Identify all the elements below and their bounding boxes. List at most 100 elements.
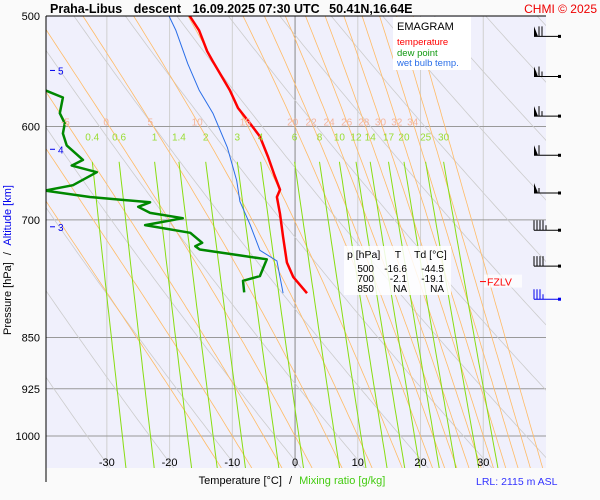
wind-barb-station-dot (558, 228, 561, 232)
mixing-ratio-line (403, 161, 457, 468)
mixing-ratio-label: 4 (258, 132, 264, 143)
mixing-ratio-line (205, 161, 246, 468)
table-cell: -16.6 (384, 264, 407, 275)
dry-adiabat-line (124, 16, 493, 468)
moist-adiabat-line (379, 16, 519, 468)
mixing-ratio-line (91, 161, 127, 468)
wind-barb-station-dot (558, 74, 561, 78)
legend-title: EMAGRAM (397, 21, 454, 33)
plot-background (46, 16, 546, 468)
mixing-ratio-label: 3 (235, 132, 241, 143)
mixing-ratio-line (369, 161, 421, 468)
table-row: 700 -2.1 -19.1 (357, 274, 444, 285)
values-table: p [hPa] T Td [°C] 500 -16.6 -44.5 700 -2… (344, 246, 451, 295)
moist-adiabat-label: 15 (240, 117, 252, 128)
dry-adiabat-line (382, 16, 546, 201)
y-axis-title-altitude: Altitude [km] (2, 185, 14, 246)
wind-barb-pennant (534, 182, 538, 193)
wind-barb-station-dot (558, 34, 561, 38)
dry-adiabat-line (46, 206, 238, 468)
x-axis-title-mixing-ratio: Mixing ratio [g/kg] (299, 475, 385, 487)
table-cell: -2.1 (390, 274, 408, 285)
wind-barb-pennant (534, 106, 538, 117)
table-cell: NA (430, 284, 444, 295)
wind-barb-station-dot (558, 153, 561, 157)
mixing-ratio-label: 10 (334, 132, 346, 143)
dew-point-profile (46, 89, 269, 293)
y-tick-label: 850 (22, 333, 40, 345)
freezing-level-marker: FZLV (480, 274, 522, 289)
mixing-ratio-label: 6 (292, 132, 298, 143)
moist-adiabat-label: 24 (324, 117, 336, 128)
mixing-ratio-line (118, 161, 155, 468)
moist-adiabat-label: 26 (341, 117, 353, 128)
mixing-ratio-label: 14 (365, 132, 377, 143)
moist-adiabat-line (82, 16, 343, 468)
altitude-tick-label: 5 (58, 66, 64, 77)
x-tick-label: -10 (224, 457, 240, 469)
altitude-tick-label: 3 (58, 223, 64, 234)
x-tick-label: -20 (162, 457, 178, 469)
mixing-ratio-label: 0.6 (112, 132, 126, 143)
mixing-ratio-line (443, 161, 499, 468)
y-tick-label: 700 (22, 215, 40, 227)
x-axis-title-separator: / (289, 475, 293, 487)
mixing-ratio-label: 0.4 (85, 132, 99, 143)
moist-adiabat-label: -5 (61, 117, 70, 128)
x-tick-label: 30 (477, 457, 489, 469)
legend-wet-bulb: wet bulb temp. (396, 58, 459, 69)
moist-adiabat-line (46, 200, 222, 468)
y-axis-title-pressure: Pressure [hPa] (2, 262, 14, 335)
wind-barb-pennant (534, 26, 538, 37)
wind-barb (534, 182, 561, 195)
mixing-ratio-label: 20 (398, 132, 410, 143)
mixing-ratio-line (178, 161, 218, 468)
altitude-tick-label: 4 (58, 145, 64, 156)
mixing-ratio-label: 1.4 (172, 132, 186, 143)
moist-adiabat-label: 34 (407, 117, 419, 128)
table-cell: NA (393, 284, 407, 295)
y-axis-title-separator: / (2, 251, 14, 255)
x-tick-label: 0 (292, 457, 298, 469)
legend-box (393, 17, 471, 70)
mixing-ratio-line (154, 161, 193, 468)
wind-barb-pennant (534, 66, 538, 77)
mixing-ratio-line (260, 161, 305, 468)
mixing-ratio-line (319, 161, 367, 468)
dry-adiabat-line (330, 16, 546, 263)
legend-temperature: temperature (397, 37, 448, 48)
mixing-ratio-label: 8 (317, 132, 323, 143)
moist-adiabat-line (396, 16, 531, 468)
mixing-ratio-label: 25 (420, 132, 432, 143)
moist-adiabat-line (46, 147, 253, 468)
wind-barb-station-dot (558, 264, 561, 268)
mixing-ratio-line (294, 161, 341, 468)
x-tick-label: 10 (352, 457, 364, 469)
dry-adiabat-line (433, 16, 546, 141)
table-header-t: T (395, 249, 402, 261)
chart-title: Praha-Libus descent 16.09.2025 07:30 UTC… (50, 2, 413, 16)
table-header-td: Td [°C] (414, 249, 447, 261)
mixing-ratio-label: 1 (152, 132, 158, 143)
dry-adiabat-line (73, 16, 429, 468)
moist-adiabat-line (46, 28, 313, 468)
wind-barb-station-dot (558, 191, 561, 195)
lrl-label: LRL: 2115 m ASL (476, 476, 558, 488)
dry-adiabat-line (46, 290, 175, 468)
mixing-ratio-line (355, 161, 406, 468)
sounding-mode: descent (134, 2, 182, 16)
wind-barb (533, 289, 561, 301)
table-row: 500 -16.6 -44.5 (357, 264, 444, 275)
mixing-ratio-line (338, 161, 388, 468)
moist-adiabat-label: 20 (287, 117, 299, 128)
y-tick-label: 500 (22, 11, 40, 23)
mixing-ratio-label: 30 (438, 132, 450, 143)
mixing-ratio-line (388, 161, 440, 468)
wet-bulb-profile (168, 16, 284, 294)
moist-adiabat-label: 22 (306, 117, 318, 128)
table-cell: -19.1 (421, 274, 444, 285)
moist-adiabat-label: 28 (358, 117, 370, 128)
mixing-ratio-line (236, 161, 280, 468)
wind-barb (534, 26, 561, 38)
